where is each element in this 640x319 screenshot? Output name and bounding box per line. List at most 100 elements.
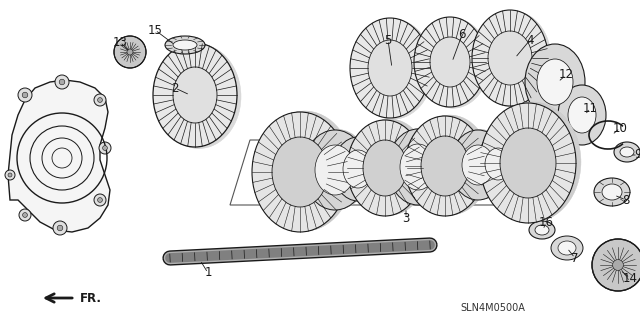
Ellipse shape xyxy=(415,17,487,107)
Ellipse shape xyxy=(417,18,488,108)
Ellipse shape xyxy=(157,44,241,149)
Text: 10: 10 xyxy=(612,122,627,135)
Ellipse shape xyxy=(450,130,506,200)
Ellipse shape xyxy=(462,145,494,185)
Ellipse shape xyxy=(537,59,573,105)
Circle shape xyxy=(97,98,102,102)
Ellipse shape xyxy=(488,31,532,85)
Ellipse shape xyxy=(421,136,469,196)
Ellipse shape xyxy=(257,111,353,231)
Circle shape xyxy=(102,145,108,150)
Circle shape xyxy=(8,173,12,177)
Ellipse shape xyxy=(594,178,630,206)
Ellipse shape xyxy=(390,129,450,204)
Ellipse shape xyxy=(351,19,431,119)
Ellipse shape xyxy=(156,44,240,148)
Ellipse shape xyxy=(484,102,580,222)
Ellipse shape xyxy=(350,119,426,215)
Ellipse shape xyxy=(408,115,488,215)
Ellipse shape xyxy=(477,136,521,192)
Ellipse shape xyxy=(350,18,430,118)
Ellipse shape xyxy=(476,11,551,107)
Ellipse shape xyxy=(485,102,581,222)
Ellipse shape xyxy=(368,40,412,96)
Circle shape xyxy=(55,75,69,89)
Ellipse shape xyxy=(414,17,486,107)
Ellipse shape xyxy=(252,112,348,232)
Ellipse shape xyxy=(156,44,239,148)
Ellipse shape xyxy=(558,85,606,145)
Circle shape xyxy=(60,79,65,85)
Ellipse shape xyxy=(500,128,556,198)
Ellipse shape xyxy=(388,129,448,205)
Ellipse shape xyxy=(409,115,489,215)
Ellipse shape xyxy=(155,44,239,148)
Ellipse shape xyxy=(333,137,383,201)
Ellipse shape xyxy=(410,115,490,215)
Text: 14: 14 xyxy=(623,271,637,285)
Ellipse shape xyxy=(254,112,350,232)
Text: 3: 3 xyxy=(403,211,410,225)
Ellipse shape xyxy=(405,116,485,216)
Ellipse shape xyxy=(348,120,424,216)
Ellipse shape xyxy=(451,130,507,200)
Ellipse shape xyxy=(406,116,486,216)
Ellipse shape xyxy=(272,137,328,207)
Ellipse shape xyxy=(558,241,576,255)
Circle shape xyxy=(612,260,623,271)
Text: 16: 16 xyxy=(538,216,554,228)
Ellipse shape xyxy=(335,137,385,201)
Ellipse shape xyxy=(255,111,351,231)
Circle shape xyxy=(18,88,32,102)
Text: 15: 15 xyxy=(148,24,163,36)
Ellipse shape xyxy=(452,130,508,200)
Text: 13: 13 xyxy=(113,35,127,48)
Ellipse shape xyxy=(479,135,522,191)
Ellipse shape xyxy=(407,115,487,216)
Ellipse shape xyxy=(477,136,522,192)
Circle shape xyxy=(97,197,102,202)
Circle shape xyxy=(53,221,67,235)
Ellipse shape xyxy=(415,18,488,108)
Ellipse shape xyxy=(452,130,508,199)
Ellipse shape xyxy=(304,130,368,210)
Polygon shape xyxy=(8,80,110,232)
Circle shape xyxy=(5,170,15,180)
Ellipse shape xyxy=(335,137,385,200)
Ellipse shape xyxy=(476,136,520,192)
Ellipse shape xyxy=(165,36,205,54)
Text: 1: 1 xyxy=(204,266,212,279)
Ellipse shape xyxy=(535,225,549,235)
Circle shape xyxy=(99,142,111,154)
Text: 6: 6 xyxy=(458,28,466,41)
Circle shape xyxy=(57,225,63,231)
Ellipse shape xyxy=(388,129,449,205)
Ellipse shape xyxy=(529,221,555,239)
Ellipse shape xyxy=(474,11,550,107)
Ellipse shape xyxy=(154,43,238,147)
Ellipse shape xyxy=(474,11,550,107)
Ellipse shape xyxy=(334,137,384,201)
Ellipse shape xyxy=(173,67,217,123)
Text: 4: 4 xyxy=(526,33,534,47)
Ellipse shape xyxy=(351,18,431,118)
Ellipse shape xyxy=(551,236,583,260)
Ellipse shape xyxy=(481,103,577,223)
Ellipse shape xyxy=(353,19,433,119)
Ellipse shape xyxy=(568,97,596,133)
Ellipse shape xyxy=(153,43,237,147)
Ellipse shape xyxy=(620,147,634,157)
Ellipse shape xyxy=(614,142,640,162)
Text: 2: 2 xyxy=(172,81,179,94)
Ellipse shape xyxy=(303,130,367,210)
Circle shape xyxy=(94,94,106,106)
Ellipse shape xyxy=(173,40,197,50)
Text: SLN4M0500A: SLN4M0500A xyxy=(460,303,525,313)
Ellipse shape xyxy=(483,102,579,222)
Ellipse shape xyxy=(351,119,427,215)
Ellipse shape xyxy=(430,37,470,87)
Circle shape xyxy=(19,209,31,221)
Ellipse shape xyxy=(349,120,425,216)
Ellipse shape xyxy=(400,144,436,190)
Ellipse shape xyxy=(602,184,622,200)
